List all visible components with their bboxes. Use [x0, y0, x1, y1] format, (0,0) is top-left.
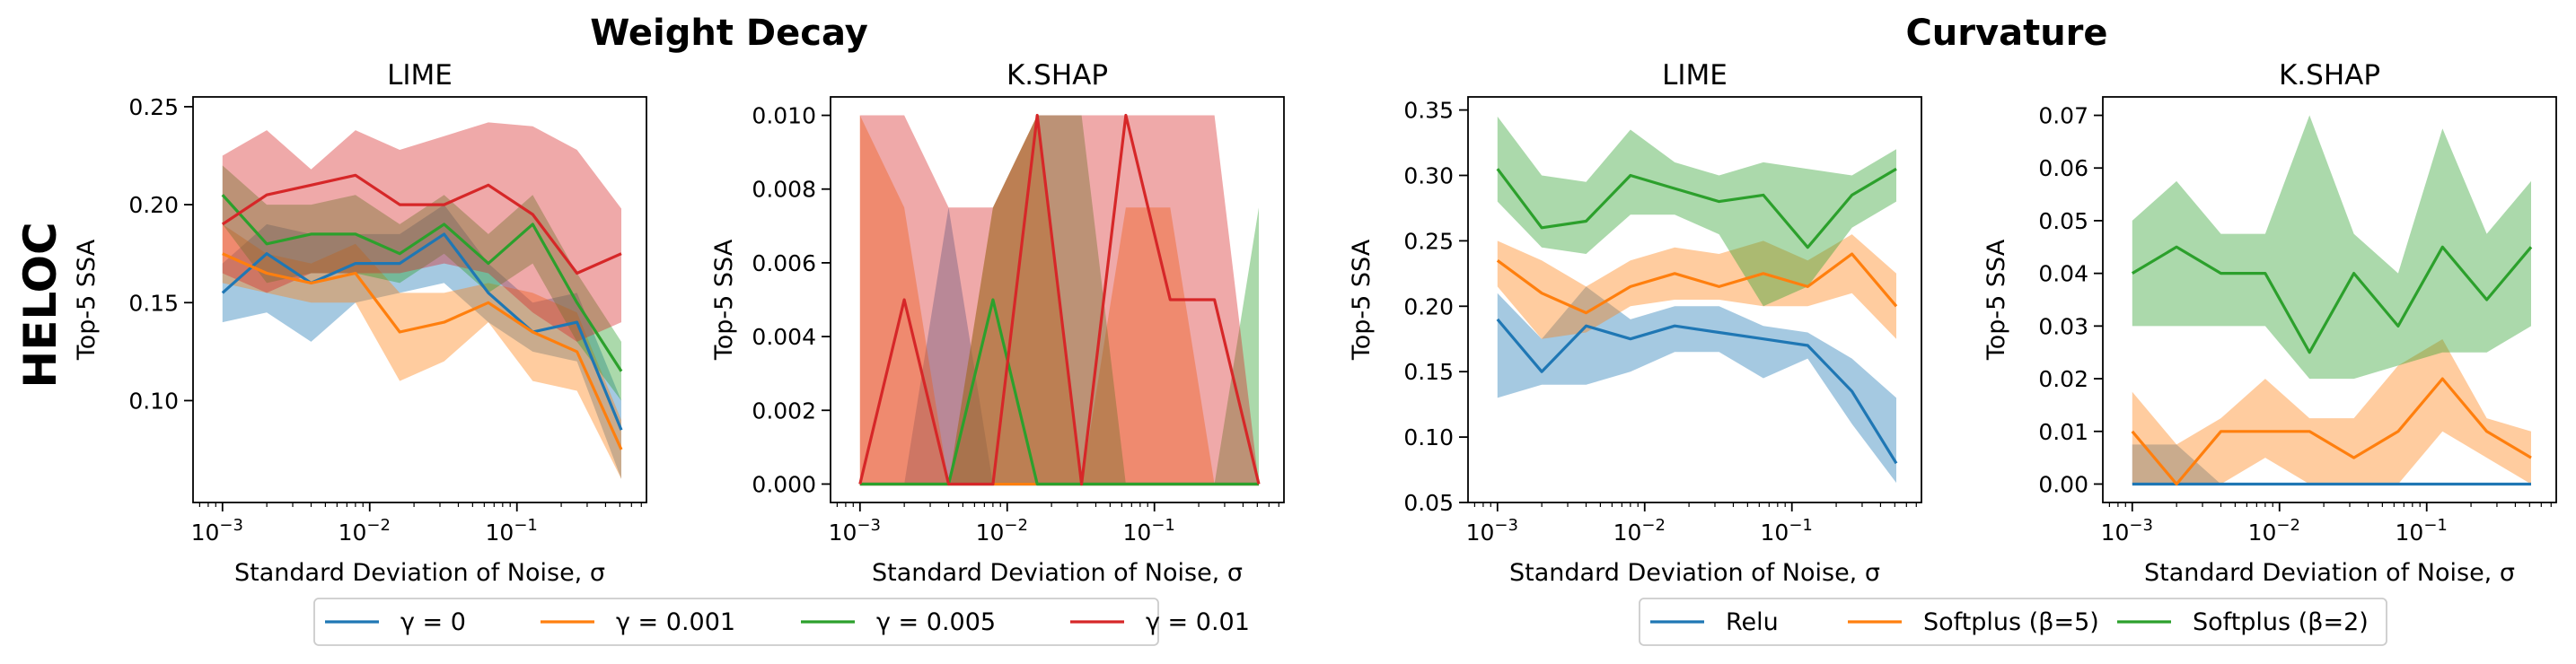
y-tick-label: 0.15 — [1403, 359, 1454, 385]
legend-label: γ = 0.001 — [616, 608, 735, 636]
y-axis-label: Top-5 SSA — [73, 239, 101, 361]
confidence-band-1-0 — [859, 207, 1259, 485]
legend-box — [313, 598, 1159, 646]
x-tick-label: 10−1 — [2396, 516, 2448, 546]
x-tick-label: 10−2 — [2248, 516, 2300, 546]
x-axis-label: Standard Deviation of Noise, σ — [234, 559, 605, 587]
y-axis-label: Top-5 SSA — [1348, 239, 1376, 361]
series-line-1-2 — [859, 298, 1259, 486]
legend-box — [1639, 598, 2387, 646]
x-tick-label: 10−3 — [191, 516, 243, 546]
x-tick-label: 10−2 — [976, 516, 1028, 546]
group-title-curvature: Curvature — [1905, 13, 2107, 54]
panel-weight-decay-lime: 0.10 0.15 0.20 0.25 10−3 10−2 10−1 LIME Standard… — [73, 59, 647, 587]
confidence-band-0-2 — [222, 165, 622, 401]
legend-weight-decay: γ = 0 γ = 0.001 γ = 0.005 γ = 0.01 — [313, 598, 1250, 646]
series-line-2-2 — [1496, 167, 1897, 249]
y-tick-label: 0.05 — [2038, 208, 2088, 234]
y-tick-label: 0.20 — [1403, 293, 1454, 319]
x-tick-label: 10−3 — [829, 516, 881, 546]
x-tick-label: 10−3 — [2101, 516, 2153, 546]
panel-title: K.SHAP — [1007, 59, 1108, 92]
y-tick-label: 0.07 — [2038, 103, 2088, 129]
confidence-band-2-2 — [1497, 116, 1896, 307]
legend-label: Softplus (β=5) — [1923, 608, 2099, 636]
x-axis-label: Standard Deviation of Noise, σ — [1509, 559, 1880, 587]
legend-label: γ = 0.005 — [876, 608, 996, 636]
x-tick-label: 10−2 — [1613, 516, 1666, 546]
series-line-0-3 — [221, 173, 622, 275]
y-tick-label: 0.004 — [752, 324, 816, 350]
x-tick-label: 10−1 — [1123, 516, 1175, 546]
series-line-2-0 — [1496, 318, 1898, 465]
panel-title: LIME — [1662, 59, 1728, 92]
y-tick-label: 0.10 — [1403, 424, 1454, 450]
y-tick-label: 0.25 — [128, 94, 179, 120]
legend-curvature: Relu Softplus (β=5) Softplus (β=2) — [1639, 598, 2387, 646]
y-tick-label: 0.06 — [2038, 155, 2088, 181]
axes-frame — [830, 96, 1285, 503]
x-tick-label: 10−2 — [338, 516, 391, 546]
y-tick-label: 0.25 — [1403, 228, 1454, 254]
y-tick-label: 0.30 — [1403, 162, 1454, 188]
legend-label: γ = 0.01 — [1146, 608, 1250, 636]
panel-curvature-lime: 0.05 0.10 0.15 0.20 0.25 0.30 0.35 10−3 10−2 10−1… — [1348, 59, 1922, 587]
x-tick-label: 10−3 — [1466, 516, 1518, 546]
y-tick-label: 0.20 — [128, 192, 179, 218]
y-tick-label: 0.01 — [2038, 419, 2088, 445]
y-axis-label: Top-5 SSA — [1983, 239, 2010, 361]
confidence-band-3-2 — [2132, 115, 2531, 380]
y-tick-label: 0.000 — [752, 471, 816, 497]
y-tick-label: 0.002 — [752, 398, 816, 424]
panel-curvature-kshap: 0.00 0.01 0.02 0.03 0.04 0.05 0.06 0.07 10−3 10−2… — [1983, 59, 2557, 587]
row-label: HELOC — [14, 222, 66, 388]
axes-frame — [1467, 96, 1922, 503]
y-tick-label: 0.00 — [2038, 471, 2088, 497]
confidence-band-0-1 — [222, 223, 622, 479]
series-line-0-2 — [221, 194, 623, 372]
series-line-2-1 — [1496, 252, 1898, 315]
series-line-0-0 — [221, 232, 623, 431]
group-title-weight-decay: Weight Decay — [590, 13, 868, 54]
confidence-band-2-1 — [1497, 234, 1896, 339]
confidence-band-3-1 — [2132, 339, 2531, 485]
y-tick-label: 0.10 — [128, 388, 179, 414]
y-tick-label: 0.04 — [2038, 261, 2088, 287]
legend-label: Softplus (β=2) — [2193, 608, 2369, 636]
y-axis-label: Top-5 SSA — [710, 239, 738, 361]
panel-weight-decay-kshap: 0.000 0.002 0.004 0.006 0.008 0.010 10−3 10−2 10… — [710, 59, 1285, 587]
y-tick-label: 0.010 — [752, 103, 816, 129]
confidence-band-1-1 — [859, 115, 1259, 485]
y-tick-label: 0.15 — [128, 290, 179, 316]
x-axis-label: Standard Deviation of Noise, σ — [872, 559, 1243, 587]
panel-title: LIME — [387, 59, 453, 92]
series-line-0-1 — [222, 252, 623, 450]
legend-label: Relu — [1726, 608, 1779, 636]
series-line-3-2 — [2131, 245, 2533, 354]
x-axis-label: Standard Deviation of Noise, σ — [2144, 559, 2515, 587]
series-line-1-3 — [858, 113, 1261, 486]
confidence-band-0-0 — [222, 205, 622, 479]
axes-frame — [2102, 96, 2557, 503]
confidence-band-0-3 — [222, 122, 622, 342]
series-line-3-1 — [2131, 377, 2532, 486]
confidence-band-2-0 — [1497, 286, 1896, 484]
legend-label: γ = 0 — [400, 608, 466, 636]
panel-title: K.SHAP — [2279, 59, 2380, 92]
y-tick-label: 0.008 — [752, 177, 816, 203]
y-tick-label: 0.006 — [752, 250, 816, 276]
axes-frame — [192, 96, 647, 503]
y-tick-label: 0.35 — [1403, 98, 1454, 124]
y-tick-label: 0.03 — [2038, 313, 2088, 339]
y-tick-label: 0.02 — [2038, 366, 2088, 392]
y-tick-label: 0.05 — [1403, 490, 1454, 516]
x-tick-label: 10−1 — [1761, 516, 1813, 546]
x-tick-label: 10−1 — [486, 516, 538, 546]
